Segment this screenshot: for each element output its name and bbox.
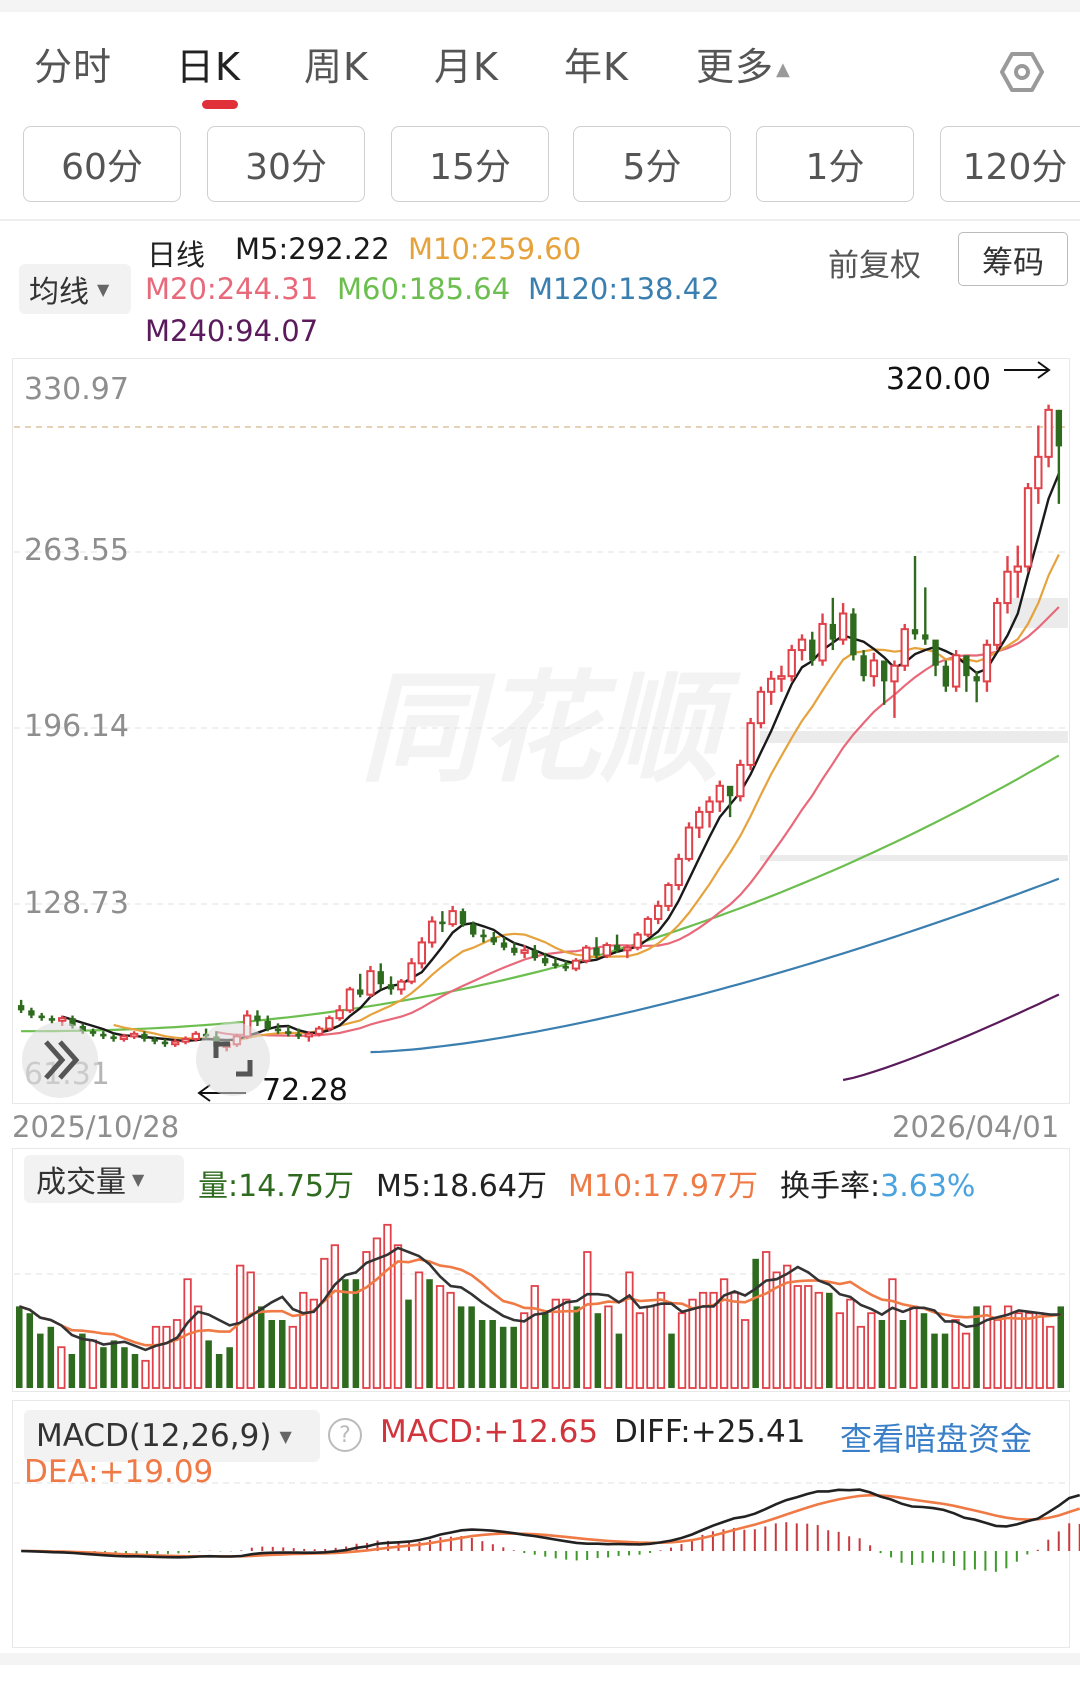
period-1min-button[interactable]: 1分 <box>756 126 914 202</box>
ma240-value: M240:94.07 <box>145 314 319 348</box>
ma120-value: M120:138.42 <box>528 272 720 306</box>
minute-period-buttons: 60分 30分 15分 5分 1分 120分 <box>0 126 1080 202</box>
active-tab-indicator <box>202 100 238 109</box>
help-icon[interactable]: ? <box>328 1418 362 1452</box>
view-dark-pool-funds-link[interactable]: 查看暗盘资金 <box>840 1420 1033 1458</box>
tab-more-label: 更多 <box>696 45 775 89</box>
status-strip <box>0 0 1080 12</box>
period-60min-button[interactable]: 60分 <box>23 126 181 202</box>
divider <box>0 219 1080 221</box>
y-axis-label-max: 330.97 <box>24 372 129 407</box>
kline-period-tabs: 分时 日K 周K 月K 年K 更多 ▲ <box>0 12 1080 112</box>
ma5-value: M5:292.22 <box>235 232 390 266</box>
macd-value: MACD:+12.65 <box>380 1414 599 1450</box>
chips-distribution-button[interactable]: 筹码 <box>958 232 1068 286</box>
volume-chart-frame <box>12 1148 1070 1392</box>
date-end-label: 2026/04/01 <box>892 1110 1060 1144</box>
period-15min-button[interactable]: 15分 <box>391 126 549 202</box>
volume-indicator-dropdown[interactable]: 成交量 ▼ <box>24 1155 184 1203</box>
fullscreen-button[interactable] <box>196 1022 270 1096</box>
settings-icon[interactable] <box>998 48 1046 96</box>
candlestick-chart[interactable]: 同花顺 <box>0 0 1080 1140</box>
chevron-down-icon: ▼ <box>132 1169 145 1189</box>
fullscreen-icon <box>213 1041 253 1077</box>
volume-ma5: M5:18.64万 <box>376 1169 547 1204</box>
diff-value: DIFF:+25.41 <box>614 1414 806 1450</box>
tab-intraday[interactable]: 分时 <box>34 45 113 89</box>
period-30min-button[interactable]: 30分 <box>207 126 365 202</box>
period-5min-button[interactable]: 5分 <box>573 126 731 202</box>
turnover-label-text: 换手率: <box>780 1169 881 1204</box>
macd-chart[interactable] <box>0 1400 1080 1650</box>
y-axis-label-2: 263.55 <box>24 533 129 568</box>
ma20-value: M20:244.31 <box>145 272 319 306</box>
volume-legend: 成交量 ▼ 量:14.75万 M5:18.64万 M10:17.97万 换手率:… <box>0 1155 1080 1205</box>
moving-average-legend: 均线 ▼ 日线 M5:292.22 M10:259.60 M20:244.31 … <box>0 222 1080 357</box>
period-120min-button[interactable]: 120分 <box>940 126 1080 202</box>
kline-chart-frame <box>12 358 1070 1104</box>
svg-text:同花顺: 同花顺 <box>360 660 741 799</box>
macd-indicator-dropdown[interactable]: MACD(12,26,9) ▼ <box>24 1410 320 1462</box>
turnover-value: 3.63% <box>880 1169 976 1204</box>
turnover-label: 换手率:3.63% <box>780 1161 975 1205</box>
macd-dropdown-label: MACD(12,26,9) <box>36 1418 272 1454</box>
tab-yearly-k[interactable]: 年K <box>564 45 629 89</box>
series-label: 日线 <box>147 238 206 272</box>
ma-dropdown-label: 均线 <box>29 275 89 310</box>
date-start-label: 2025/10/28 <box>12 1110 180 1144</box>
tab-monthly-k[interactable]: 月K <box>434 45 499 89</box>
bottom-strip <box>0 1653 1080 1665</box>
volume-bar-chart[interactable] <box>0 1200 1080 1392</box>
volume-amount: 量:14.75万 <box>198 1169 354 1204</box>
tab-daily-k[interactable]: 日K <box>176 45 241 89</box>
double-chevron-right-icon <box>44 1040 80 1080</box>
ma60-value: M60:185.64 <box>337 272 511 306</box>
ma-dropdown[interactable]: 均线 ▼ <box>19 264 131 314</box>
dea-value: DEA:+19.09 <box>24 1454 214 1490</box>
y-axis-label-3: 196.14 <box>24 709 129 744</box>
high-price-annotation: 320.00 <box>886 362 991 397</box>
caret-up-icon: ▲ <box>776 59 791 80</box>
expand-sidebar-button[interactable] <box>22 1022 98 1098</box>
adjust-mode-label[interactable]: 前复权 <box>828 248 921 284</box>
volume-dropdown-label: 成交量 <box>36 1165 126 1200</box>
tab-more[interactable]: 更多 ▲ <box>696 36 791 91</box>
ma10-value: M10:259.60 <box>408 232 582 266</box>
tab-weekly-k[interactable]: 周K <box>304 45 369 89</box>
volume-ma10: M10:17.97万 <box>568 1169 759 1204</box>
y-axis-label-4: 128.73 <box>24 886 129 921</box>
low-price-annotation: 72.28 <box>262 1073 348 1108</box>
chevron-down-icon: ▼ <box>279 1426 292 1446</box>
macd-legend: MACD(12,26,9) ▼ ? MACD:+12.65 DIFF:+25.4… <box>0 1410 1080 1500</box>
chevron-down-icon: ▼ <box>97 279 110 299</box>
